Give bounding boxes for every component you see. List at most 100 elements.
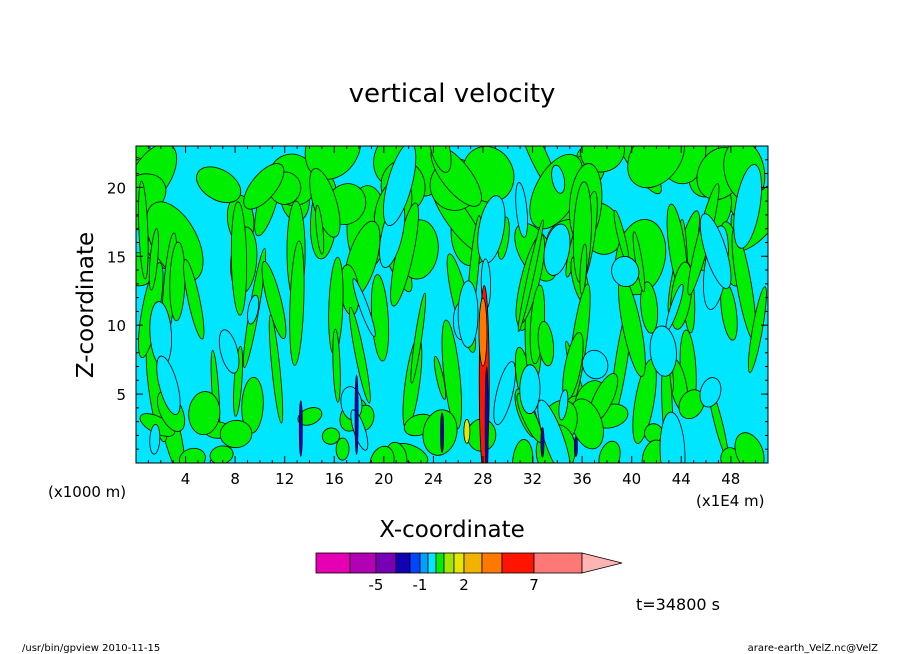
contour-region xyxy=(138,180,149,280)
x-unit-left: (x1000 m) xyxy=(48,483,126,501)
colorbar-segment xyxy=(427,552,437,574)
colorbar-segment xyxy=(375,552,397,574)
contour-region xyxy=(156,355,181,415)
contour-region xyxy=(243,163,285,210)
contour-region xyxy=(678,389,705,420)
y-tick-label: 10 xyxy=(107,317,126,335)
colorbar-tick-label: -1 xyxy=(413,576,428,594)
streak xyxy=(540,427,545,458)
colorbar-segment xyxy=(409,552,421,574)
contour-region xyxy=(233,346,244,417)
contour-region xyxy=(230,201,248,316)
contour-region xyxy=(428,146,452,173)
contour-region xyxy=(349,306,371,404)
colorbar: -5 -1 2 7 xyxy=(315,552,623,594)
streak xyxy=(298,400,303,457)
contour-region xyxy=(627,146,685,189)
contour-region xyxy=(261,261,287,340)
contour-region xyxy=(369,445,395,463)
contour-region xyxy=(352,278,376,338)
contour-region xyxy=(309,168,341,238)
colorbar-segment xyxy=(453,552,465,574)
x-tick-label: 32 xyxy=(523,470,542,488)
colorbar-segment xyxy=(349,552,377,574)
contour-region xyxy=(183,259,205,340)
core-yellow xyxy=(463,418,471,444)
contour-region xyxy=(321,427,341,445)
contour-region xyxy=(515,182,528,238)
contour-region xyxy=(551,164,566,194)
contour-region xyxy=(383,146,417,226)
streak xyxy=(354,374,359,456)
streak xyxy=(574,436,578,457)
x-tick-label: 12 xyxy=(275,470,294,488)
colorbar-segment xyxy=(463,552,483,574)
colorbar-segment xyxy=(395,552,411,574)
contour-region xyxy=(149,424,161,455)
colorbar-segment xyxy=(533,552,583,574)
contour-region xyxy=(558,389,569,421)
y-tick-label: 5 xyxy=(116,386,126,404)
contour-region xyxy=(148,228,159,291)
contour-region xyxy=(219,419,253,449)
contour-region xyxy=(297,407,323,426)
contour-region xyxy=(537,320,555,367)
contour-region xyxy=(335,437,350,461)
plot-frame xyxy=(135,145,769,464)
y-tick-label: 15 xyxy=(107,248,126,266)
contour-region xyxy=(247,294,260,325)
contour-region xyxy=(441,319,462,430)
time-label: t=34800 s xyxy=(636,595,720,614)
contour-region xyxy=(659,411,686,463)
colorbar-tick-label: 7 xyxy=(529,576,539,594)
contour-region xyxy=(517,219,544,333)
streak xyxy=(440,412,444,453)
y-axis: 5 10 15 20 xyxy=(107,159,768,450)
contour-region xyxy=(457,280,479,348)
y-axis-label: Z-coordinate xyxy=(73,232,99,378)
contour-region xyxy=(332,328,341,403)
contour-region xyxy=(581,349,609,380)
colorbar-segment xyxy=(435,552,445,574)
colorbar-segment xyxy=(481,552,503,574)
contour-region xyxy=(640,281,659,334)
colorbar-segment xyxy=(501,552,535,574)
colorbar-segment xyxy=(315,552,351,574)
x-tick-label: 24 xyxy=(424,470,443,488)
contour-region xyxy=(196,166,242,203)
contour-region xyxy=(543,223,571,276)
x-tick-label: 4 xyxy=(181,470,191,488)
x-tick-label: 40 xyxy=(622,470,641,488)
colorbar-segment xyxy=(443,552,455,574)
contour-region xyxy=(315,204,325,255)
x-tick-label: 20 xyxy=(374,470,393,488)
contour-region xyxy=(649,325,677,377)
contour-field xyxy=(136,146,768,463)
contour-region xyxy=(519,364,541,415)
x-axis: 4 8 12 16 20 24 28 32 36 40 44 48 xyxy=(147,146,757,488)
x-tick-label: 16 xyxy=(325,470,344,488)
y-tick-label: 20 xyxy=(107,179,126,197)
contour-region xyxy=(580,146,625,173)
streak xyxy=(484,366,489,463)
contour-region xyxy=(433,355,447,400)
core-updraft-peak xyxy=(478,297,488,367)
x-unit-right: (x1E4 m) xyxy=(696,492,765,510)
contour-region xyxy=(209,445,234,463)
contour-region xyxy=(747,286,767,373)
x-tick-label: 36 xyxy=(573,470,592,488)
chart-title: vertical velocity xyxy=(349,79,556,109)
footer-left: /usr/bin/gpview 2010-11-15 xyxy=(22,643,160,654)
footer-right: arare-earth_VelZ.nc@VelZ xyxy=(748,643,879,654)
contour-region xyxy=(410,292,427,384)
x-tick-label: 44 xyxy=(672,470,691,488)
x-tick-label: 8 xyxy=(230,470,240,488)
colorbar-extend-arrow xyxy=(581,552,623,574)
colorbar-segment xyxy=(419,552,429,574)
contour-region xyxy=(268,314,284,424)
contour-region xyxy=(734,432,765,463)
contour-region xyxy=(537,399,572,463)
colorbar-tick-label: -5 xyxy=(369,576,384,594)
contour-region xyxy=(579,243,588,295)
